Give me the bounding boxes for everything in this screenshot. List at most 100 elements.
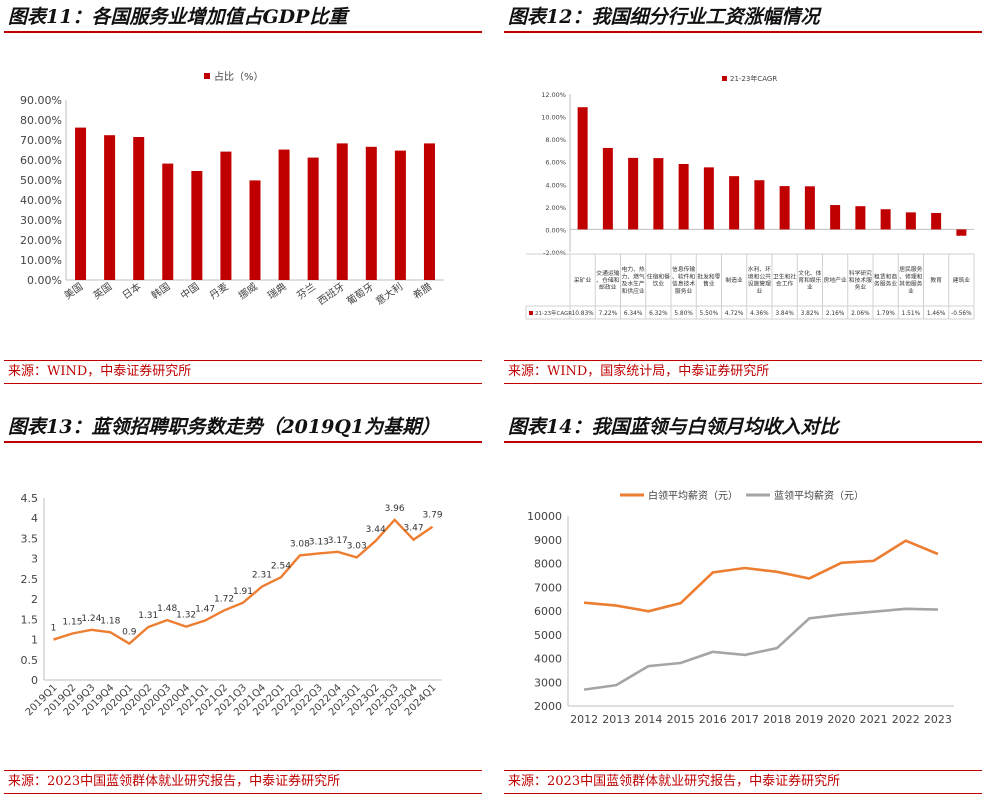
bar bbox=[191, 171, 203, 280]
data-label: 1.31 bbox=[138, 611, 158, 621]
table-row-label: 21-23年CAGR bbox=[535, 309, 572, 317]
y-tick-label: 8000 bbox=[534, 558, 562, 571]
panel-bluecollar-jobs: 图表13：蓝领招聘职务数走势（2019Q1为基期） 0 0.5 1 1.5 2 2.5 3 3… bbox=[4, 412, 482, 802]
x-tick-label: 2015 bbox=[667, 713, 695, 726]
y-tick-label: 2000 bbox=[534, 700, 562, 713]
y-tick-label: 5000 bbox=[534, 629, 562, 642]
table-value: 5.50% bbox=[700, 311, 719, 317]
y-tick-label: 70.00% bbox=[20, 134, 62, 147]
bar bbox=[394, 150, 406, 280]
table-value: 2.06% bbox=[851, 311, 870, 317]
category-label: 科学研究和技术服务业 bbox=[849, 269, 872, 291]
panel-source: 来源：2023中国蓝领群体就业研究报告，中泰证券研究所 bbox=[504, 770, 982, 794]
y-tick-label: 20.00% bbox=[20, 234, 62, 247]
y-tick-label: 50.00% bbox=[20, 174, 62, 187]
data-label: 3.96 bbox=[385, 504, 405, 514]
table-value: 2.16% bbox=[826, 311, 845, 317]
y-tick-label: 4.00% bbox=[545, 181, 566, 189]
x-tick-label: 2012 bbox=[570, 713, 598, 726]
bar bbox=[804, 186, 815, 230]
y-tick-label: -2.00% bbox=[543, 249, 566, 257]
panel-source: 来源：WIND，国家统计局，中泰证券研究所 bbox=[504, 360, 982, 384]
bar bbox=[779, 186, 790, 230]
y-tick-label: 90.00% bbox=[20, 94, 62, 107]
data-label: 1.15 bbox=[62, 617, 82, 627]
legend-swatch bbox=[722, 76, 727, 81]
bar bbox=[162, 163, 174, 280]
table-value: 7.22% bbox=[599, 311, 618, 317]
x-tick-label: 日本 bbox=[120, 280, 144, 302]
panel-service-gdp: 图表11：各国服务业增加值占GDP比重 占比（%） 0.00% 10.00% 20.0… bbox=[4, 2, 482, 392]
series-line bbox=[583, 607, 938, 691]
x-tick-label: 希腊 bbox=[410, 280, 434, 302]
x-tick-label: 2013 bbox=[602, 713, 630, 726]
table-value: 4.72% bbox=[725, 311, 744, 317]
bar bbox=[307, 157, 319, 280]
legend-label: 占比（%） bbox=[214, 70, 264, 83]
bar bbox=[423, 143, 435, 280]
x-tick-label: 韩国 bbox=[149, 280, 173, 302]
panel-wage-growth: 图表12：我国细分行业工资涨幅情况 21-23年CAGR -2.00% 0.00% 2… bbox=[504, 2, 982, 392]
category-label: 房地产业 bbox=[824, 276, 847, 284]
category-label: 信息传输、软件和信息技术服务业 bbox=[672, 265, 695, 295]
legend-label: 白领平均薪资（元） bbox=[648, 489, 738, 502]
bar bbox=[703, 167, 714, 230]
data-label: 1.32 bbox=[176, 611, 196, 621]
data-label: 3.47 bbox=[404, 524, 424, 534]
legend-swatch bbox=[204, 73, 210, 79]
y-tick-label: 1 bbox=[31, 634, 38, 647]
bar bbox=[278, 149, 290, 280]
chart-service-gdp: 占比（%） 0.00% 10.00% 20.00% 30.00% 40.00% 50.00%… bbox=[20, 70, 444, 308]
category-label: 住宿和餐饮业 bbox=[647, 272, 670, 287]
data-label: 1.72 bbox=[214, 594, 234, 604]
y-tick-label: 4000 bbox=[534, 653, 562, 666]
category-label: 租赁和商务服务业 bbox=[874, 272, 897, 287]
y-tick-label: 6000 bbox=[534, 605, 562, 618]
data-label: 0.9 bbox=[122, 628, 137, 638]
category-label: 卫生和社会工作 bbox=[773, 272, 796, 287]
series-line bbox=[583, 539, 939, 613]
table-value: 10.83% bbox=[572, 311, 595, 317]
bar bbox=[220, 151, 232, 280]
x-tick-label: 2014 bbox=[634, 713, 662, 726]
bar bbox=[754, 180, 765, 230]
y-tick-label: 10000 bbox=[527, 510, 562, 523]
data-label: 2.31 bbox=[252, 571, 272, 581]
x-tick-label: 2018 bbox=[763, 713, 791, 726]
x-tick-label: 2020 bbox=[827, 713, 855, 726]
y-tick-label: 1.5 bbox=[21, 613, 39, 626]
bar bbox=[830, 205, 841, 230]
data-label: 1.91 bbox=[233, 587, 253, 597]
panel-source: 来源：WIND，中泰证券研究所 bbox=[4, 360, 482, 384]
panel-title: 图表14：我国蓝领与白领月均收入对比 bbox=[504, 412, 982, 443]
data-label: 1.18 bbox=[100, 616, 120, 626]
table-value: 1.79% bbox=[876, 311, 895, 317]
y-tick-label: 3 bbox=[31, 553, 38, 566]
data-label: 3.44 bbox=[366, 525, 386, 535]
category-label: 教育 bbox=[930, 276, 942, 284]
y-tick-label: 60.00% bbox=[20, 154, 62, 167]
bar bbox=[956, 229, 967, 236]
y-tick-label: 4 bbox=[31, 512, 38, 525]
category-label: 批发和零售业 bbox=[697, 272, 720, 287]
x-tick-label: 葡萄牙 bbox=[344, 280, 376, 308]
x-tick-label: 中国 bbox=[178, 280, 202, 302]
x-tick-label: 瑞典 bbox=[265, 280, 289, 302]
chart-salary-compare: 白领平均薪资（元） 蓝领平均薪资（元） 2000 3000 4000 5000 6000 70… bbox=[527, 489, 954, 726]
bar bbox=[104, 135, 116, 280]
category-label: 制造业 bbox=[725, 276, 743, 284]
y-tick-label: 0 bbox=[31, 674, 38, 687]
x-tick-label: 2023 bbox=[924, 713, 952, 726]
x-tick-label: 2022 bbox=[892, 713, 920, 726]
bar bbox=[678, 163, 689, 230]
bar bbox=[75, 127, 87, 280]
y-tick-label: 8.00% bbox=[545, 136, 566, 144]
x-tick-label: 2017 bbox=[731, 713, 759, 726]
data-label: 1.48 bbox=[157, 604, 177, 614]
category-label: 文化、体育和娱乐业 bbox=[798, 269, 821, 291]
legend-label: 21-23年CAGR bbox=[730, 74, 777, 83]
y-tick-label: 0.5 bbox=[21, 654, 39, 667]
data-label: 3.03 bbox=[347, 541, 367, 551]
x-tick-label: 意大利 bbox=[373, 280, 405, 308]
y-tick-label: 2.5 bbox=[21, 573, 39, 586]
